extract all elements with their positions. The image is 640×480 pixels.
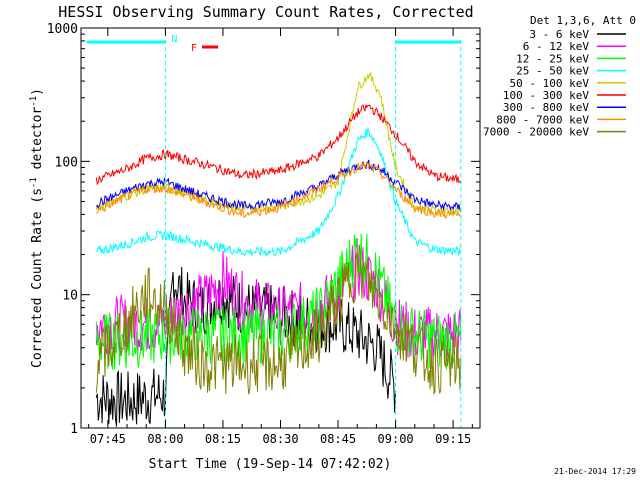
series-line-7: [95, 161, 462, 220]
legend-label-4: 50 - 100 keV: [510, 77, 590, 90]
axes-layer: 07:45 08:00 08:15 08:30 08:45 09:00 09:15 1 10 10…: [47, 22, 481, 446]
flare-marker-label: F: [191, 43, 197, 54]
legend-label-6: 300 - 800 keV: [503, 101, 589, 114]
marker-layer: NF: [86, 34, 462, 428]
series-line-1: [95, 238, 462, 364]
x-tick-label-4: 08:45: [320, 432, 356, 446]
x-tick-label-5: 09:00: [378, 432, 414, 446]
legend-label-0: 3 - 6 keV: [529, 28, 589, 41]
night-marker-label: N: [171, 34, 177, 45]
legend-label-5: 100 - 300 keV: [503, 89, 589, 102]
series-line-5: [95, 104, 462, 186]
chart-title: HESSI Observing Summary Count Rates, Cor…: [58, 3, 473, 21]
legend-label-2: 12 - 25 keV: [516, 52, 589, 65]
x-tick-label-6: 09:15: [435, 432, 471, 446]
plot-area: [95, 71, 462, 427]
y-tick-label-0: 1: [70, 422, 78, 437]
series-line-4: [95, 71, 462, 217]
legend-title: Det 1,3,6, Att 0: [530, 14, 636, 27]
y-tick-label-2: 100: [55, 155, 78, 170]
x-axis-label: Start Time (19-Sep-14 07:42:02): [149, 457, 392, 472]
y-tick-label-3: 1000: [47, 22, 78, 37]
legend-label-3: 25 - 50 keV: [516, 65, 589, 78]
series-line-3: [96, 126, 461, 258]
legend-label-8: 7000 - 20000 keV: [483, 126, 589, 139]
legend-label-1: 6 - 12 keV: [523, 40, 590, 53]
x-tick-label-0: 07:45: [90, 432, 126, 446]
y-axis-label: Corrected Count Rate (s-1 detector-1): [29, 88, 45, 368]
series-line-0: [95, 266, 397, 427]
footer-date: 21-Dec-2014 17:29: [554, 467, 636, 476]
series-line-8: [95, 244, 462, 395]
x-tick-label-2: 08:15: [205, 432, 241, 446]
x-tick-label-3: 08:30: [262, 432, 298, 446]
x-tick-label-1: 08:00: [147, 432, 183, 446]
y-tick-label-1: 10: [62, 289, 78, 304]
legend-label-7: 800 - 7000 keV: [496, 113, 589, 126]
series-line-6: [95, 159, 462, 212]
